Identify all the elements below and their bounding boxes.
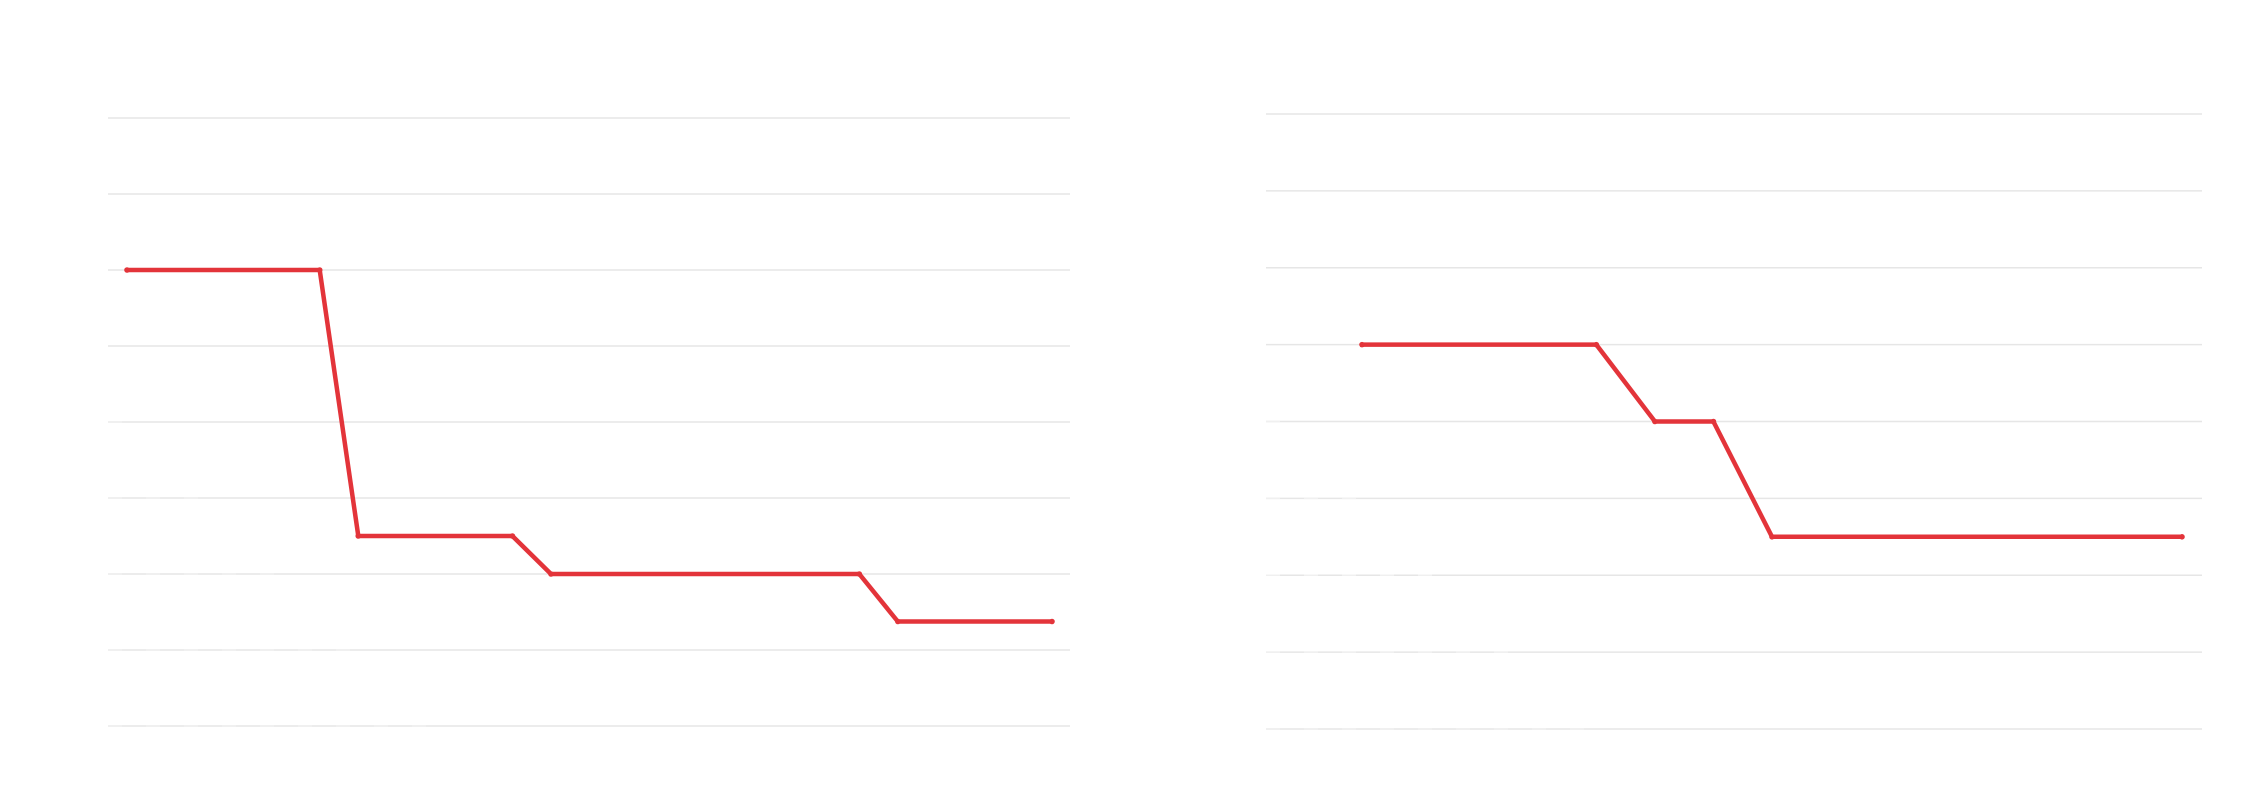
data-point xyxy=(509,533,516,539)
data-point xyxy=(1359,341,1365,348)
data-point xyxy=(1049,618,1055,625)
data-point xyxy=(316,267,323,273)
data-point xyxy=(895,618,901,625)
data-point xyxy=(2179,534,2185,540)
series-line xyxy=(124,267,1055,624)
data-point xyxy=(355,533,362,539)
data-point xyxy=(856,571,863,577)
data-point xyxy=(1593,341,1600,348)
data-point xyxy=(1710,418,1717,425)
data-point xyxy=(548,571,554,577)
series-line xyxy=(1359,342,2185,540)
chart-panel-left xyxy=(108,117,1070,727)
data-point xyxy=(124,267,130,273)
chart-panel-right xyxy=(1266,113,2202,730)
data-point xyxy=(1769,534,1775,540)
data-point xyxy=(1652,418,1658,425)
